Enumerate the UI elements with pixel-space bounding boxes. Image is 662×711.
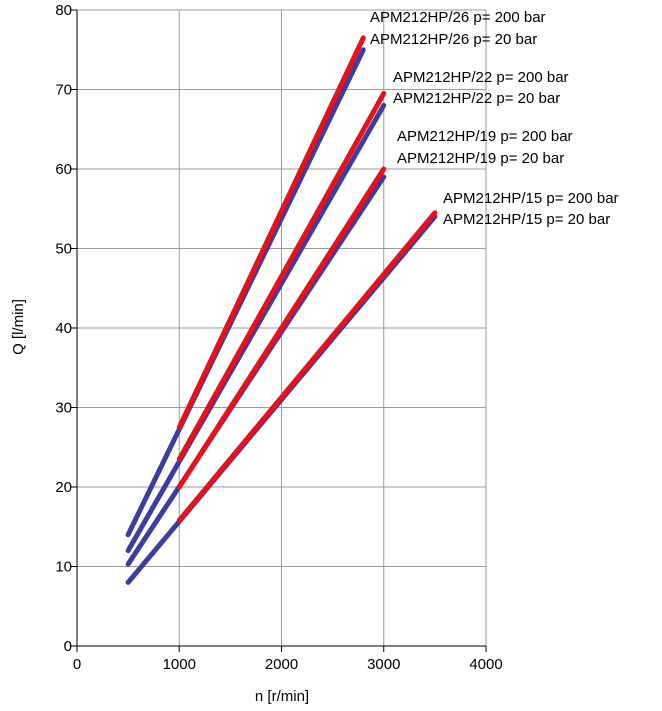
tick-labels: 0 1000 2000 3000 4000 0 10 20 30 40 50 60 70 80 [55, 2, 502, 673]
axes [71, 9, 487, 652]
y-tick-label: 30 [55, 400, 72, 417]
y-tick-label: 40 [55, 320, 72, 337]
series-line [176, 210, 438, 523]
series-label: APM212HP/22 p= 200 bar [393, 69, 569, 86]
y-tick-label: 50 [55, 241, 72, 258]
x-tick-label: 3000 [367, 656, 400, 673]
series-line [176, 35, 366, 430]
series-label: APM212HP/26 p= 200 bar [370, 9, 546, 26]
y-tick-label: 60 [55, 161, 72, 178]
x-tick-label: 1000 [163, 656, 196, 673]
y-axis-title: Q [l/min] [10, 299, 27, 355]
y-tick-label: 70 [55, 82, 72, 99]
series-label: APM212HP/15 p= 20 bar [443, 211, 610, 228]
y-tick-label: 10 [55, 559, 72, 576]
x-tick-label: 0 [73, 656, 81, 673]
series-line [176, 166, 387, 490]
series-label: APM212HP/19 p= 200 bar [397, 128, 573, 145]
series-line [125, 102, 387, 554]
y-tick-label: 80 [55, 2, 72, 19]
series-label: APM212HP/26 p= 20 bar [370, 31, 537, 48]
series-label: APM212HP/22 p= 20 bar [393, 90, 560, 107]
y-tick-label: 0 [64, 638, 72, 655]
series-labels: APM212HP/26 p= 200 bar APM212HP/26 p= 20 … [370, 9, 619, 228]
y-tick-label: 20 [55, 479, 72, 496]
series-label: APM212HP/15 p= 200 bar [443, 190, 619, 207]
series-label: APM212HP/19 p= 20 bar [397, 150, 564, 167]
x-tick-label: 2000 [265, 656, 298, 673]
series-lines [125, 35, 438, 585]
series-line [176, 90, 387, 462]
x-axis-title: n [r/min] [255, 688, 309, 705]
x-tick-label: 4000 [469, 656, 502, 673]
